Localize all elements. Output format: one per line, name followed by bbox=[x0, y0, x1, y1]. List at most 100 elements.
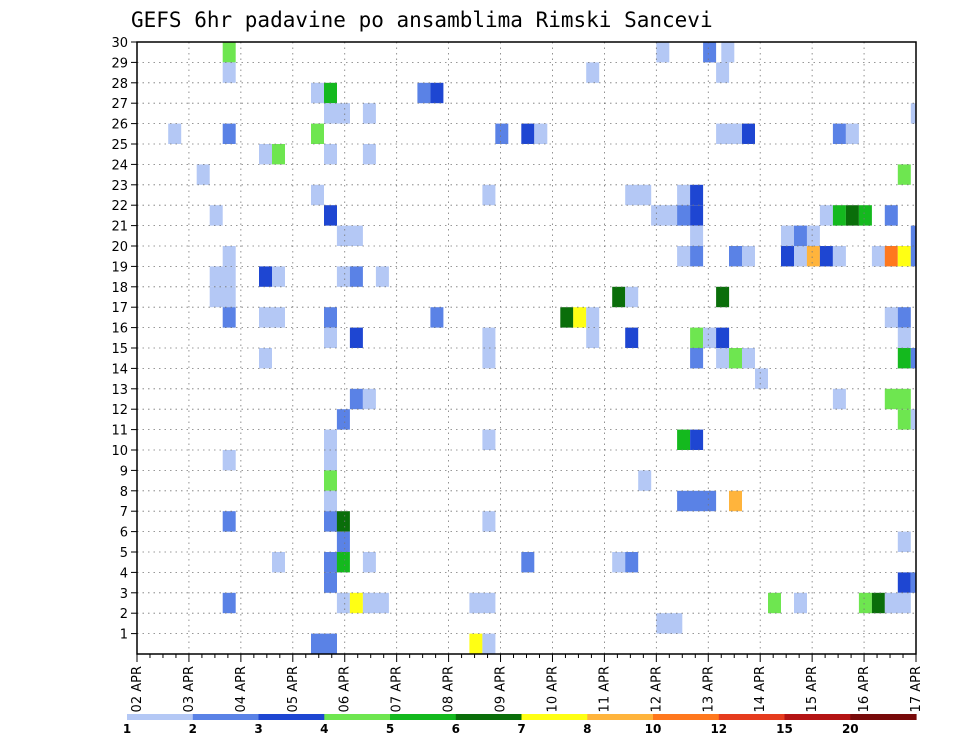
ensemble-cell bbox=[871, 246, 885, 267]
ensemble-cell bbox=[897, 409, 911, 430]
colorbar-label: 3 bbox=[254, 722, 262, 736]
ensemble-cell bbox=[168, 123, 182, 144]
ensemble-cell bbox=[677, 205, 691, 226]
ensemble-cell bbox=[417, 82, 431, 104]
ensemble-cell bbox=[794, 225, 807, 246]
ensemble-cell bbox=[482, 429, 496, 450]
ensemble-cell bbox=[222, 511, 236, 532]
ensemble-cell bbox=[336, 511, 350, 532]
ensemble-cell bbox=[845, 123, 859, 144]
ensemble-cell bbox=[625, 552, 639, 573]
ensemble-cell bbox=[690, 429, 704, 450]
colorbar-segment bbox=[521, 714, 588, 720]
ensemble-cell bbox=[586, 62, 600, 83]
y-tick-label: 22 bbox=[111, 199, 128, 214]
ensemble-cell bbox=[910, 572, 916, 593]
colorbar-segment bbox=[718, 714, 786, 720]
y-tick-label: 1 bbox=[120, 628, 128, 643]
ensemble-cell bbox=[324, 327, 337, 348]
ensemble-cell bbox=[311, 633, 337, 654]
ensemble-cell bbox=[729, 246, 742, 267]
y-tick-label: 8 bbox=[120, 485, 128, 500]
ensemble-cell bbox=[690, 225, 704, 246]
ensemble-cell bbox=[336, 531, 350, 552]
x-tick-label: 13 APR bbox=[701, 666, 716, 712]
ensemble-cell bbox=[897, 572, 911, 593]
ensemble-cell bbox=[690, 348, 704, 369]
colorbar-label: 5 bbox=[386, 722, 394, 736]
y-tick-label: 27 bbox=[111, 97, 128, 112]
x-tick-label: 11 APR bbox=[597, 666, 612, 712]
ensemble-cell bbox=[336, 409, 350, 430]
ensemble-cell bbox=[729, 490, 742, 512]
ensemble-cell bbox=[897, 327, 911, 348]
ensemble-cell bbox=[430, 307, 444, 328]
ensemble-cell bbox=[222, 62, 236, 83]
ensemble-cell bbox=[703, 42, 717, 63]
x-tick-label: 12 APR bbox=[649, 666, 664, 712]
ensemble-cell bbox=[819, 205, 833, 226]
ensemble-cell bbox=[721, 42, 735, 63]
ensemble-cell bbox=[832, 246, 846, 267]
colorbar-segment bbox=[258, 714, 325, 720]
ensemble-cell bbox=[742, 246, 755, 267]
x-tick-label: 03 APR bbox=[182, 666, 197, 712]
colorbar-segment bbox=[455, 714, 523, 720]
ensemble-cell bbox=[324, 490, 337, 512]
ensemble-cell bbox=[677, 246, 691, 267]
ensemble-cell bbox=[690, 327, 704, 348]
ensemble-cell bbox=[781, 246, 794, 267]
ensemble-cell bbox=[324, 429, 337, 450]
ensemble-cell bbox=[324, 572, 337, 593]
ensemble-cell bbox=[469, 633, 483, 654]
ensemble-cell bbox=[690, 184, 704, 206]
ensemble-cell bbox=[884, 307, 898, 328]
ensemble-cell bbox=[336, 225, 363, 246]
ensemble-cell bbox=[729, 348, 742, 369]
ensemble-cell bbox=[521, 552, 535, 573]
ensemble-cell bbox=[794, 592, 807, 614]
colorbar-segment bbox=[192, 714, 260, 720]
ensemble-cell bbox=[625, 184, 652, 206]
y-tick-label: 4 bbox=[120, 566, 128, 581]
ensemble-cell bbox=[625, 327, 639, 348]
ensemble-cell bbox=[832, 205, 846, 226]
colorbar-segment bbox=[653, 714, 720, 720]
ensemble-cell bbox=[209, 266, 236, 287]
y-tick-label: 30 bbox=[111, 36, 128, 51]
ensemble-cell bbox=[362, 144, 376, 165]
y-tick-label: 3 bbox=[120, 587, 128, 602]
ensemble-cell bbox=[222, 42, 236, 63]
colorbar-label: 12 bbox=[710, 722, 727, 736]
ensemble-cell bbox=[755, 368, 768, 389]
ensemble-cell bbox=[625, 286, 639, 308]
y-tick-label: 23 bbox=[111, 179, 128, 194]
ensemble-cell bbox=[521, 123, 535, 144]
y-tick-label: 5 bbox=[120, 546, 128, 561]
ensemble-cell bbox=[612, 286, 626, 308]
ensemble-cell bbox=[349, 327, 363, 348]
y-tick-label: 15 bbox=[111, 342, 128, 357]
y-axis: 1234567891011121314151617181920212223242… bbox=[111, 36, 137, 643]
ensemble-cell bbox=[884, 246, 898, 267]
ensemble-cell bbox=[349, 388, 363, 410]
ensemble-cell bbox=[311, 82, 324, 104]
ensemble-cell bbox=[222, 246, 236, 267]
ensemble-cell bbox=[806, 225, 820, 246]
colorbar-segment bbox=[587, 714, 654, 720]
x-tick-label: 15 APR bbox=[805, 666, 820, 712]
ensemble-cell bbox=[362, 103, 376, 124]
y-tick-label: 14 bbox=[111, 362, 128, 377]
ensemble-cell bbox=[362, 552, 376, 573]
y-tick-label: 7 bbox=[120, 505, 128, 520]
ensemble-cell bbox=[858, 205, 872, 226]
ensemble-cell bbox=[884, 388, 911, 410]
ensemble-cell bbox=[884, 205, 898, 226]
ensemble-cell bbox=[430, 82, 444, 104]
ensemble-cell bbox=[716, 327, 730, 348]
ensemble-cell bbox=[324, 205, 337, 226]
ensemble-cell bbox=[324, 307, 337, 328]
ensemble-cell bbox=[897, 307, 911, 328]
x-axis: 02 APR 03 APR 04 APR 05 APR 06 APR 07 APR 08 A… bbox=[130, 654, 924, 712]
ensemble-cell bbox=[482, 184, 496, 206]
